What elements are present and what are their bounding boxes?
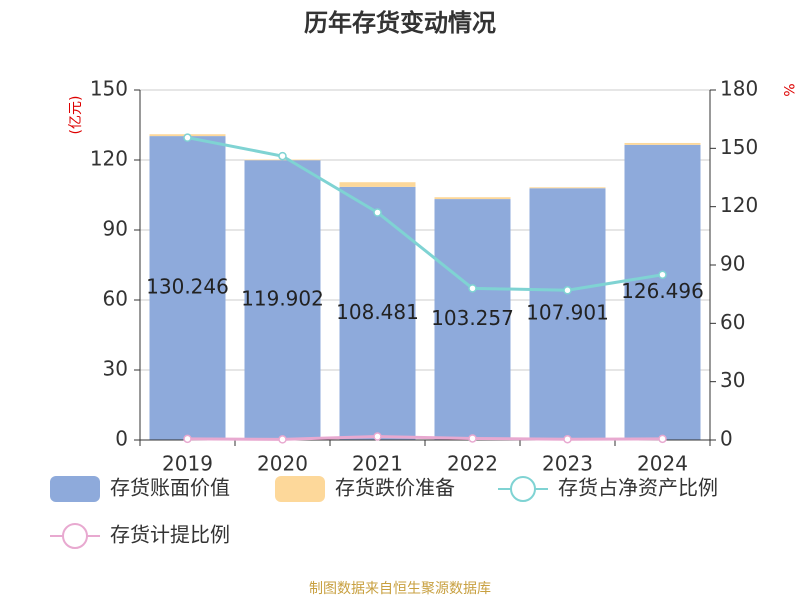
source-note: 制图数据来自恒生聚源数据库 <box>309 581 491 597</box>
point <box>373 432 382 441</box>
point <box>468 434 477 443</box>
y-tick-label: 0 <box>115 427 128 451</box>
bar <box>434 197 511 200</box>
x-tick-label: 2023 <box>542 452 593 476</box>
legend-swatch <box>510 476 536 502</box>
value-label: 103.257 <box>431 306 514 330</box>
bar <box>624 142 701 145</box>
bar <box>244 160 321 440</box>
legend-swatch <box>50 476 100 502</box>
y-tick-label: 90 <box>103 217 128 241</box>
bar <box>624 144 701 441</box>
y2-axis-label: % <box>780 83 796 96</box>
y2-tick-label: 150 <box>720 135 758 159</box>
x-tick-label: 2021 <box>352 452 403 476</box>
point <box>563 434 572 444</box>
bar <box>339 186 416 440</box>
value-label: 119.902 <box>241 287 324 311</box>
point <box>658 434 667 444</box>
legend-swatch <box>62 523 88 549</box>
legend-swatch <box>275 476 325 502</box>
y2-tick-label: 0 <box>720 427 733 451</box>
value-label: 107.901 <box>526 301 609 325</box>
x-tick-label: 2020 <box>257 452 308 476</box>
x-tick-label: 2022 <box>447 452 498 476</box>
value-label: 130.246 <box>146 275 229 299</box>
y2-tick-label: 90 <box>720 252 745 276</box>
legend-label: 存货账面价值 <box>110 476 230 500</box>
point <box>183 133 192 142</box>
point <box>658 270 667 279</box>
legend-label: 存货计提比例 <box>110 523 230 547</box>
y-axis-label: (亿元) <box>68 96 84 135</box>
bar <box>529 188 606 440</box>
point <box>373 208 382 217</box>
value-label: 126.496 <box>621 279 704 303</box>
y2-tick-label: 30 <box>720 368 745 392</box>
line <box>187 434 663 441</box>
bar <box>339 182 416 187</box>
x-tick-label: 2024 <box>637 452 688 476</box>
y2-tick-label: 60 <box>720 310 745 334</box>
point <box>278 435 287 444</box>
point <box>183 434 192 444</box>
y-tick-label: 120 <box>90 147 128 171</box>
legend-label: 存货占净资产比例 <box>558 476 718 500</box>
y-tick-label: 30 <box>103 357 128 381</box>
point <box>468 284 477 293</box>
chart-title: 历年存货变动情况 <box>304 9 496 37</box>
bar <box>434 199 511 440</box>
point <box>278 151 287 161</box>
point <box>563 286 572 295</box>
y2-tick-label: 120 <box>720 193 758 217</box>
y2-tick-label: 180 <box>720 77 758 101</box>
value-label: 108.481 <box>336 300 419 324</box>
legend-label: 存货跌价准备 <box>335 476 455 500</box>
bar <box>529 187 606 189</box>
bar <box>149 136 226 441</box>
line <box>187 136 663 292</box>
y-tick-label: 60 <box>103 287 128 311</box>
y-tick-label: 150 <box>90 77 128 101</box>
x-tick-label: 2019 <box>162 452 213 476</box>
